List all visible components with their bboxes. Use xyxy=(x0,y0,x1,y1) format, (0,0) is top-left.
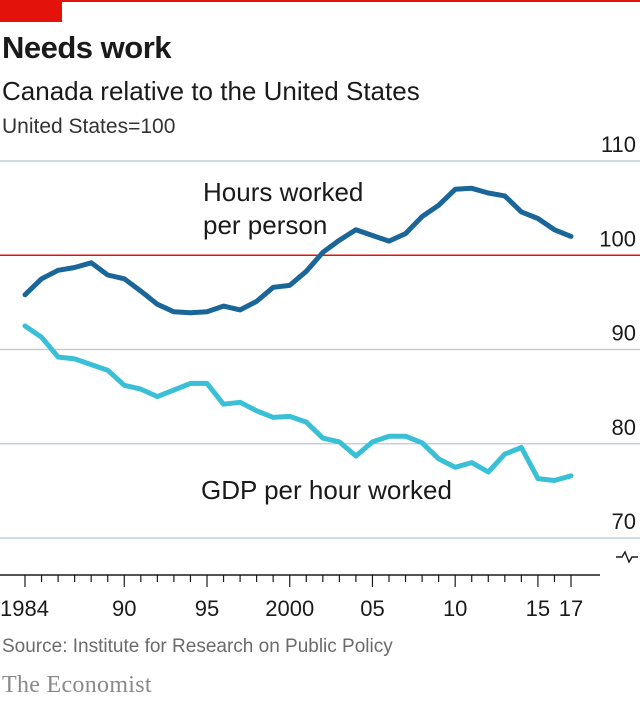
top-rule xyxy=(0,0,640,2)
publisher-logo: The Economist xyxy=(2,672,152,698)
x-tick-label: 10 xyxy=(443,596,467,621)
series-layer xyxy=(22,185,574,483)
x-axis: 1984 90 95 2000 05 10 15 17 xyxy=(0,574,600,621)
y-tick-label: 90 xyxy=(612,321,636,346)
y-tick-label: 80 xyxy=(612,415,636,440)
series-label: per person xyxy=(203,210,327,240)
chart-title: Needs work xyxy=(2,30,172,65)
x-tick-label: 2000 xyxy=(265,596,314,621)
axis-break-icon xyxy=(616,550,638,564)
grid-layer: 110 100 90 80 70 xyxy=(0,132,640,564)
brand-tag xyxy=(0,0,62,22)
y-tick-label: 110 xyxy=(601,132,636,157)
y-tick-label: 70 xyxy=(612,509,636,534)
y-tick-label: 100 xyxy=(599,226,636,251)
gdp-per-hour-line xyxy=(22,323,574,483)
hours-worked-line xyxy=(22,185,574,316)
x-tick-label: 17 xyxy=(559,596,583,621)
x-tick-label: 95 xyxy=(195,596,219,621)
chart-subtitle: Canada relative to the United States xyxy=(2,76,420,106)
x-tick-label: 15 xyxy=(526,596,550,621)
series-label: Hours worked xyxy=(203,177,363,207)
x-tick-label: 90 xyxy=(112,596,136,621)
x-tick-label: 1984 xyxy=(0,596,49,621)
x-tick-label: 05 xyxy=(360,596,384,621)
series-label: GDP per hour worked xyxy=(201,475,452,505)
chart-unit: United States=100 xyxy=(2,115,176,138)
source-note: Source: Institute for Research on Public… xyxy=(2,636,393,657)
